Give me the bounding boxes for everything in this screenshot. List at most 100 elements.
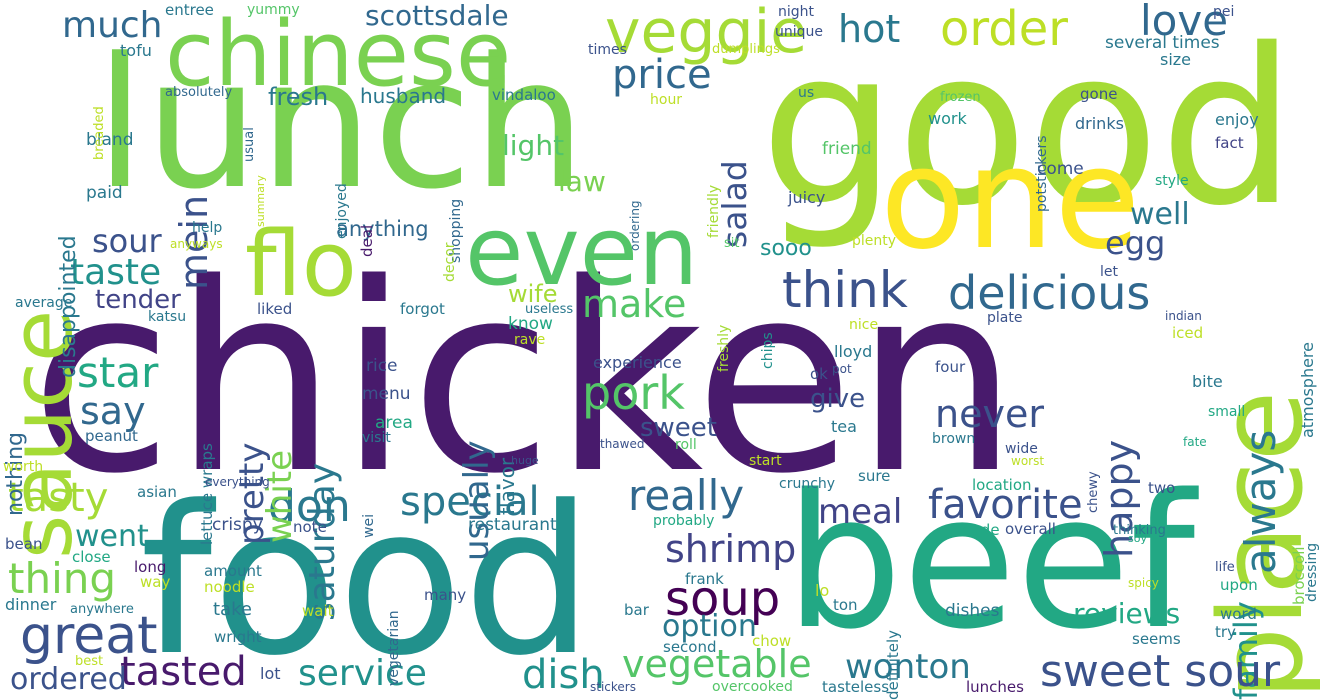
- word-delicious: delicious: [948, 266, 1151, 320]
- word-pot: pot: [832, 362, 852, 376]
- word-sure: sure: [858, 467, 891, 485]
- word-menu: menu: [362, 384, 411, 404]
- word-spicy: spicy: [1128, 576, 1159, 590]
- word-make: make: [582, 282, 687, 326]
- word-order: order: [940, 1, 1068, 57]
- word-vegetable: vegetable: [622, 642, 812, 686]
- word-meal: meal: [818, 492, 903, 532]
- word-visit: visit: [362, 430, 391, 446]
- word-chinese: chinese: [165, 2, 512, 107]
- word-veggie: veggie: [605, 0, 808, 67]
- word-service: service: [298, 653, 427, 694]
- word-asian: asian: [137, 483, 177, 501]
- word-overall: overall: [1005, 520, 1056, 538]
- word-never: never: [935, 392, 1044, 436]
- word-unique: unique: [775, 24, 824, 40]
- word-tasteless: tasteless: [822, 678, 890, 696]
- word-worst: worst: [1011, 454, 1045, 468]
- word-life: life: [1215, 560, 1235, 575]
- word-upon: upon: [1220, 576, 1258, 594]
- word-bite: bite: [1192, 372, 1223, 391]
- word-saturday: saturday: [302, 462, 343, 621]
- word-frozen: frozen: [940, 90, 981, 105]
- word-small: small: [1208, 404, 1246, 420]
- word-tofu: tofu: [120, 41, 152, 60]
- word-fresh: fresh: [268, 83, 329, 111]
- word-price: price: [612, 52, 712, 98]
- word-freshly: freshly: [716, 324, 732, 372]
- word-dressing: dressing: [1304, 542, 1320, 602]
- word-drinks: drinks: [1075, 114, 1124, 133]
- word-chicken: chicken: [30, 229, 1019, 531]
- word-indian: indian: [1165, 309, 1202, 323]
- word-favorite: favorite: [928, 482, 1083, 528]
- word-vindaloo: vindaloo: [492, 86, 556, 104]
- word-sour: sour: [92, 222, 162, 260]
- word-wait: wait: [302, 602, 334, 620]
- word-hot: hot: [838, 7, 901, 51]
- word-friendly: friendly: [706, 184, 722, 238]
- word-everything: everything: [205, 475, 270, 489]
- word-think: think: [782, 261, 908, 319]
- word-best: best: [75, 654, 104, 669]
- word-let: let: [1100, 264, 1118, 280]
- word-option: option: [662, 609, 757, 644]
- word-amount: amount: [204, 562, 262, 580]
- word-seems: seems: [1132, 630, 1181, 648]
- word-tasty: tasty: [8, 475, 109, 521]
- word-breaded: breaded: [92, 106, 107, 160]
- word-nice: nice: [849, 317, 879, 333]
- word-decor: decor: [442, 242, 458, 282]
- word-many: many: [424, 586, 467, 604]
- word-summary: summary: [254, 175, 267, 227]
- word-katsu: katsu: [148, 309, 187, 325]
- word-wright: wright: [214, 628, 262, 646]
- word-style: style: [1155, 173, 1189, 189]
- word-rave: rave: [514, 332, 546, 348]
- word-deal: deal: [358, 224, 376, 257]
- word-enjoyed: enjoyed: [334, 183, 350, 239]
- word-made: made: [957, 521, 1000, 539]
- word-absolutely: absolutely: [165, 85, 233, 100]
- word-dumplings: dumplings: [712, 42, 780, 57]
- word-way: way: [140, 573, 171, 591]
- word-bar: bar: [624, 601, 649, 619]
- word-close: close: [72, 548, 111, 566]
- word-juicy: juicy: [788, 188, 826, 207]
- word-tea: tea: [831, 417, 857, 436]
- word-come: come: [1037, 159, 1084, 179]
- word-bland: bland: [86, 130, 134, 150]
- word-soup: soup: [665, 571, 781, 627]
- word-dinner: dinner: [5, 595, 57, 614]
- word-special: special: [400, 479, 540, 525]
- word-usual: usual: [242, 127, 257, 162]
- word-potstickers: potstickers: [1034, 135, 1050, 212]
- word-thing: thing: [8, 554, 117, 603]
- word-law: law: [558, 165, 606, 198]
- word-love: love: [1140, 0, 1229, 45]
- word-worth: worth: [3, 459, 44, 475]
- word-always: always: [1236, 429, 1285, 574]
- word-went: went: [75, 519, 149, 554]
- word-crispy: crispy: [212, 515, 263, 535]
- word-thawed: thawed: [600, 437, 645, 451]
- word-dish: dish: [522, 652, 605, 698]
- word-us: us: [798, 85, 815, 101]
- word-sooo: sooo: [760, 236, 812, 261]
- word-paid: paid: [86, 183, 123, 203]
- word-try: try: [1215, 623, 1236, 641]
- word-lunch: lunch: [95, 20, 587, 229]
- word-ton: ton: [833, 596, 858, 614]
- word-start: start: [749, 453, 782, 469]
- word-restaurant: restaurant: [468, 515, 557, 535]
- word-light: light: [502, 129, 565, 162]
- word-lloyd: lloyd: [834, 342, 873, 361]
- word-liked: liked: [257, 300, 293, 318]
- word-beef: beef: [785, 454, 1196, 670]
- word-food: food: [140, 463, 594, 700]
- word-star: star: [77, 348, 159, 397]
- word-help: help: [192, 220, 223, 236]
- word-huge: huge: [511, 454, 539, 467]
- word-second: second: [663, 638, 717, 656]
